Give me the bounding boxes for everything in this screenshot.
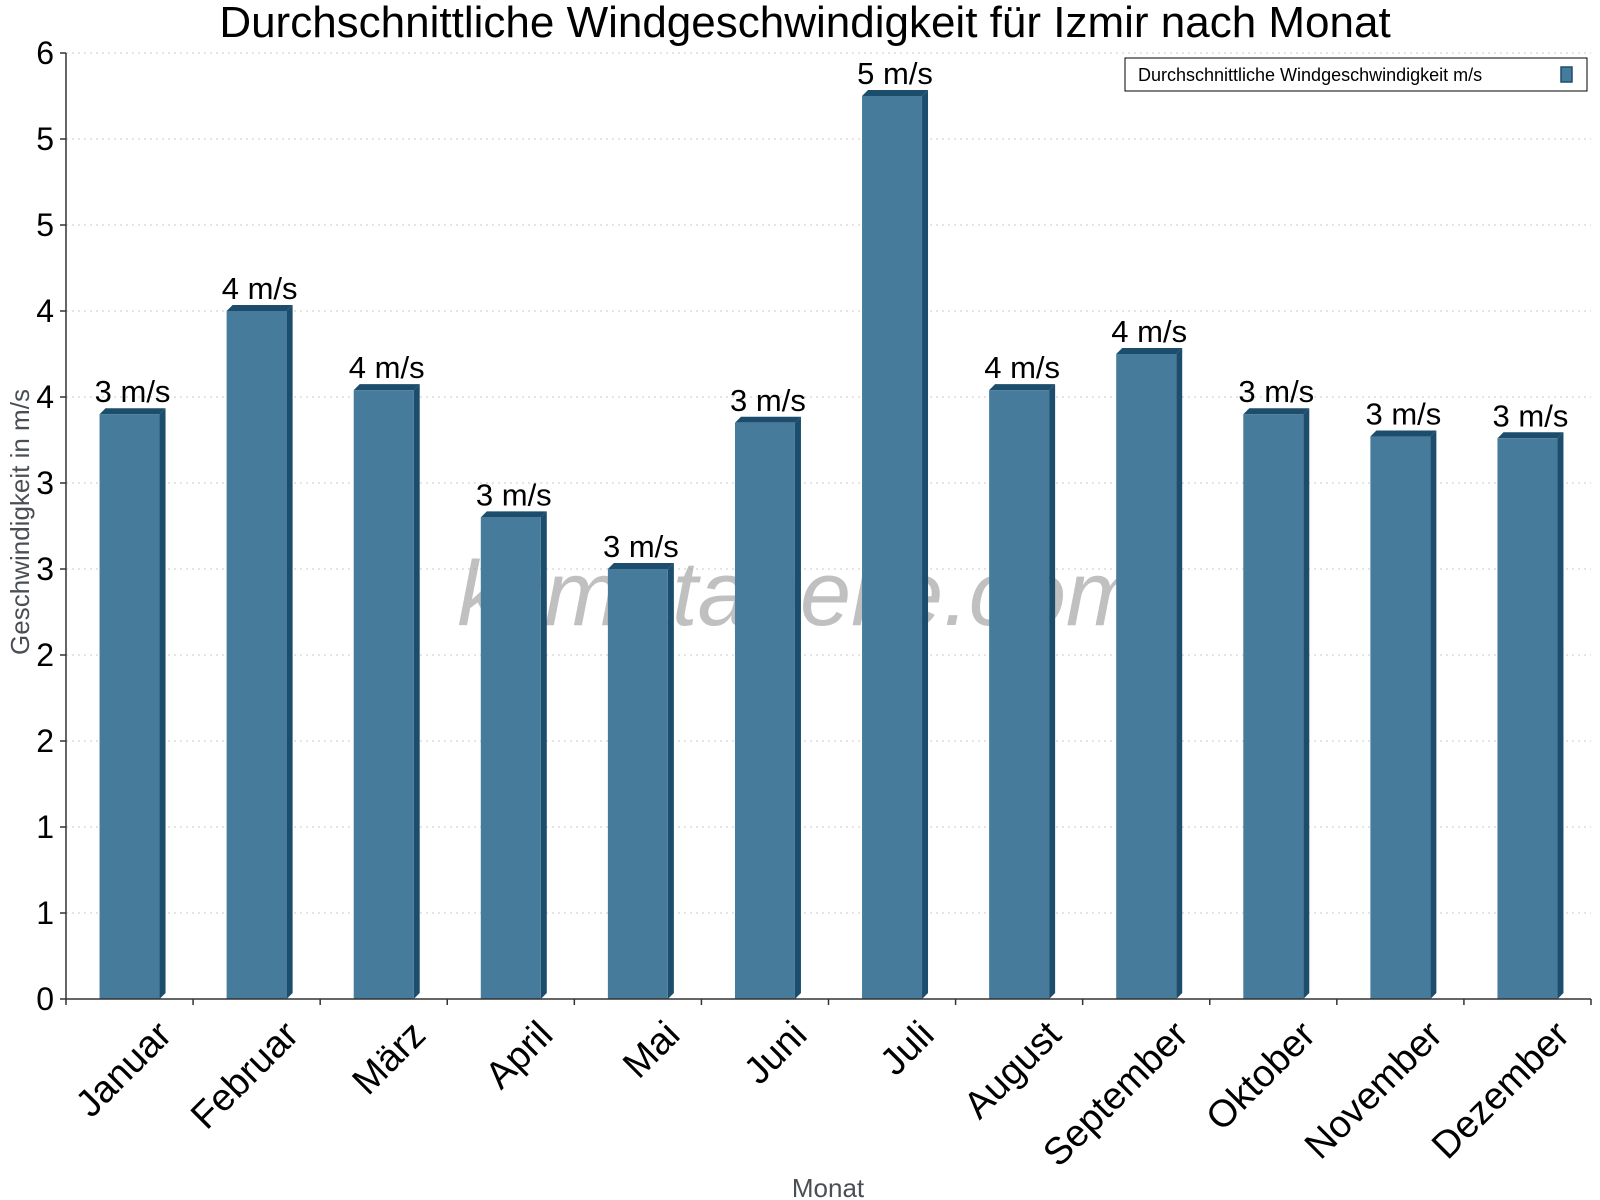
bar [607, 569, 668, 999]
x-tick-label: Mai [615, 1014, 688, 1087]
legend-swatch [1560, 66, 1573, 83]
x-tick-label: März [345, 1014, 434, 1103]
bar [862, 96, 923, 999]
y-tick-label: 5 [36, 121, 54, 157]
bar-side [1430, 430, 1437, 999]
legend-box [1124, 57, 1588, 92]
data-label: 3 m/s [1365, 397, 1441, 432]
bar [480, 517, 541, 999]
data-label: 4 m/s [349, 350, 425, 385]
bar-top [1243, 408, 1310, 415]
x-tick-label: Juni [736, 1014, 815, 1093]
y-tick-label: 0 [36, 981, 54, 1017]
y-tick-label: 2 [36, 637, 54, 673]
bar-top [862, 90, 929, 96]
bar-top [607, 563, 674, 569]
bar-top [989, 384, 1056, 391]
axes-layer [60, 52, 1592, 1005]
y-tick-label: 4 [36, 379, 54, 415]
bar [99, 414, 160, 999]
y-axis-title: Geschwindigkeit in m/s [5, 389, 35, 655]
bar [1243, 414, 1304, 999]
x-tick-label: Juli [872, 1014, 942, 1084]
y-tick-label: 3 [36, 551, 54, 587]
data-label: 3 m/s [730, 383, 806, 418]
data-label: 3 m/s [603, 529, 679, 564]
x-tick-label: August [956, 1013, 1070, 1127]
bars-layer [99, 90, 1564, 999]
legend-label: Durchschnittliche Windgeschwindigkeit m/… [1138, 65, 1482, 85]
bar-side [1049, 384, 1056, 999]
x-axis-title: Monat [792, 1173, 865, 1200]
bar-top [99, 408, 166, 415]
y-tick-label: 3 [36, 465, 54, 501]
x-tick-label: Oktober [1198, 1013, 1324, 1139]
y-tick-label: 6 [36, 35, 54, 71]
bar-side [922, 90, 929, 999]
bar [1370, 436, 1431, 999]
data-label: 3 m/s [95, 374, 171, 409]
bar-top [226, 305, 293, 311]
bar-side [667, 563, 674, 999]
x-tick-label: April [478, 1014, 561, 1097]
data-label: 3 m/s [476, 477, 552, 512]
bar [353, 390, 414, 999]
y-tick-label: 1 [36, 895, 54, 931]
bar-top [353, 384, 420, 391]
x-tick-label: Dezember [1424, 1013, 1578, 1167]
bar-side [1176, 348, 1183, 999]
bar-side [794, 416, 801, 999]
grid-layer [66, 52, 1591, 914]
y-tick-label: 4 [36, 293, 54, 329]
bar-side [1557, 432, 1564, 999]
y-tick-label: 2 [36, 723, 54, 759]
bar-top [1116, 348, 1183, 354]
data-label: 4 m/s [984, 350, 1060, 385]
bar-side [1303, 408, 1310, 999]
x-tick-label: Januar [68, 1013, 180, 1125]
bar-side [286, 305, 293, 999]
y-tick-label: 1 [36, 809, 54, 845]
bar-side [540, 511, 547, 999]
bar [226, 311, 287, 999]
bar-side [413, 384, 420, 999]
bar [1116, 354, 1177, 999]
bar-top [480, 511, 547, 518]
bar-top [1497, 432, 1564, 439]
x-tick-label: November [1297, 1013, 1451, 1167]
data-label: 3 m/s [1238, 374, 1314, 409]
bar [734, 422, 795, 999]
data-label: 4 m/s [1111, 314, 1187, 349]
data-label: 5 m/s [857, 56, 933, 91]
bar-side [159, 408, 166, 999]
bar [1497, 438, 1558, 999]
legend: Durchschnittliche Windgeschwindigkeit m/… [1124, 57, 1588, 92]
data-label: 3 m/s [1493, 398, 1569, 433]
bar-top [734, 416, 801, 423]
data-label: 4 m/s [222, 271, 298, 306]
y-tick-label: 5 [36, 207, 54, 243]
chart-title: Durchschnittliche Windgeschwindigkeit fü… [219, 0, 1390, 47]
bar-top [1370, 430, 1437, 437]
bar [989, 390, 1050, 999]
x-tick-label: Februar [183, 1013, 307, 1137]
